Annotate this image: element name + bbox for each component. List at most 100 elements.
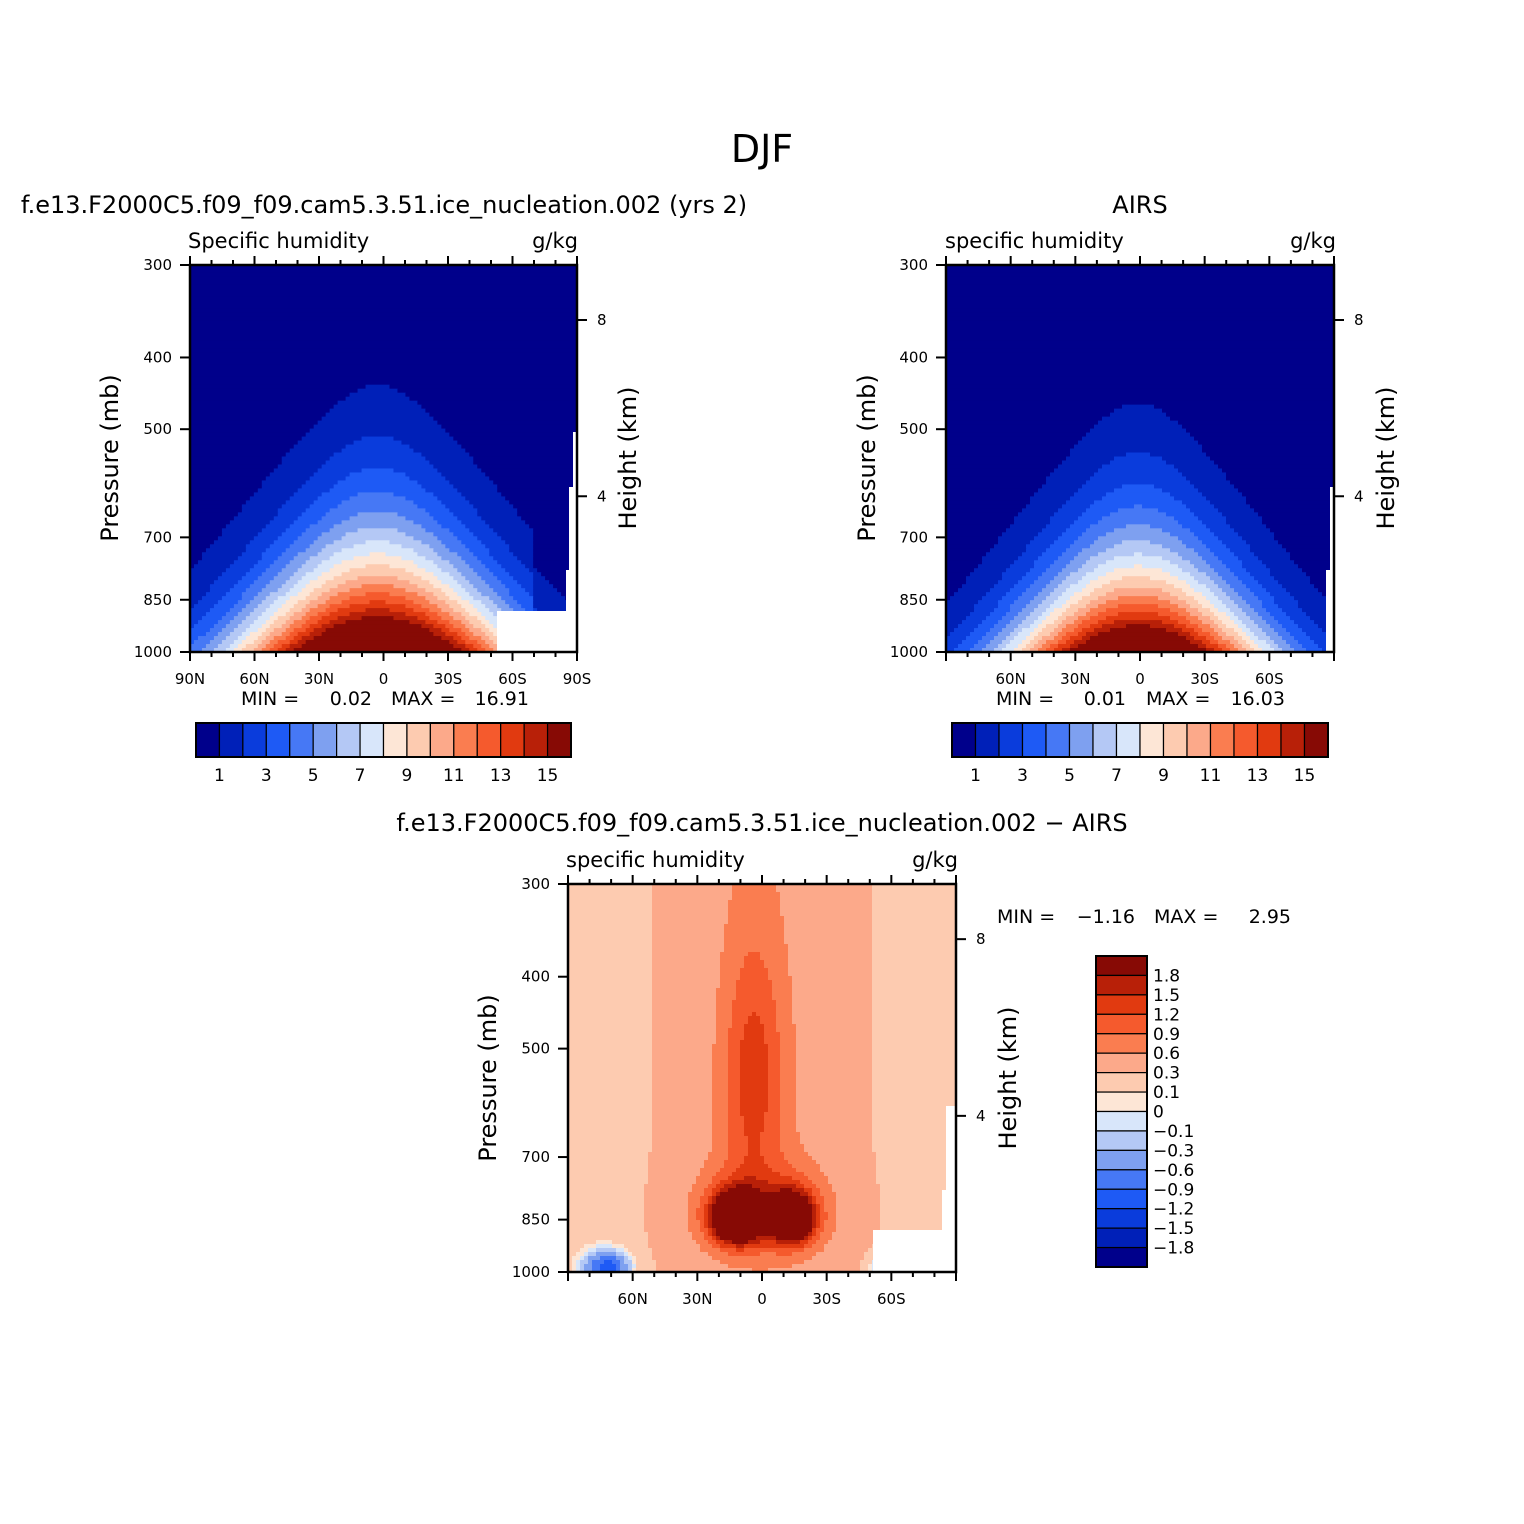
- contour-fill-cell: [1178, 520, 1203, 525]
- contour-fill-cell: [209, 608, 231, 613]
- contour-fill-cell: [313, 500, 343, 505]
- contour-fill-cell: [1222, 560, 1243, 565]
- contour-fill-cell: [720, 1180, 733, 1185]
- contour-fill-cell: [784, 932, 873, 937]
- contour-fill-cell: [453, 512, 478, 517]
- contour-fill-cell: [217, 536, 255, 541]
- contour-fill-cell: [732, 1180, 769, 1185]
- contour-fill-cell: [1194, 628, 1203, 633]
- contour-fill-cell: [728, 1132, 745, 1137]
- contour-fill-cell: [533, 600, 570, 605]
- contour-fill-cell: [1266, 608, 1283, 613]
- contour-fill-cell: [245, 544, 271, 549]
- contour-fill-cell: [946, 328, 1334, 334]
- contour-fill-cell: [772, 980, 793, 985]
- contour-fill-cell: [788, 952, 873, 957]
- colorbar-box: [1095, 1188, 1148, 1210]
- contour-fill-cell: [1198, 608, 1211, 613]
- contour-fill-cell: [1198, 600, 1211, 605]
- contour-fill-cell: [1274, 596, 1295, 601]
- contour-fill-cell: [405, 604, 422, 609]
- contour-fill-cell: [728, 1088, 741, 1093]
- contour-fill-cell: [529, 592, 534, 597]
- contour-fill-cell: [982, 636, 995, 641]
- contour-fill-cell: [648, 1168, 701, 1173]
- contour-fill-cell: [261, 480, 307, 486]
- contour-fill-cell: [190, 284, 577, 290]
- contour-fill-cell: [329, 456, 426, 462]
- contour-fill-cell: [740, 1048, 769, 1053]
- contour-fill-cell: [1202, 492, 1243, 497]
- contour-fill-cell: [780, 1036, 797, 1041]
- contour-fill-cell: [946, 348, 1334, 354]
- contour-fill-cell: [740, 1068, 769, 1073]
- contour-fill-cell: [289, 644, 303, 649]
- contour-fill-cell: [1030, 568, 1047, 573]
- contour-fill-cell: [872, 1104, 956, 1109]
- contour-fill-cell: [700, 1200, 709, 1205]
- contour-fill-cell: [1054, 512, 1083, 517]
- contour-fill-cell: [872, 1008, 956, 1013]
- contour-fill-cell: [1238, 616, 1251, 621]
- contour-fill-cell: [632, 1260, 637, 1265]
- contour-fill-cell: [489, 568, 506, 573]
- contour-fill-cell: [529, 524, 577, 529]
- contour-fill-cell: [724, 944, 789, 949]
- contour-fill-cell: [1290, 552, 1334, 557]
- contour-fill-cell: [1002, 640, 1011, 645]
- contour-fill-cell: [1050, 520, 1075, 525]
- y-tick-label: 300: [521, 875, 550, 893]
- contour-fill-cell: [393, 616, 419, 621]
- contour-fill-cell: [1274, 532, 1334, 537]
- contour-fill-cell: [872, 1148, 956, 1153]
- contour-fill-cell: [1014, 600, 1031, 605]
- contour-fill-cell: [501, 580, 518, 585]
- contour-fill-cell: [190, 480, 263, 486]
- contour-fill-cell: [764, 1024, 777, 1029]
- contour-fill-cell: [190, 564, 195, 569]
- contour-fill-cell: [1038, 632, 1051, 637]
- contour-fill-cell: [453, 532, 474, 537]
- contour-fill-cell: [1070, 644, 1079, 649]
- contour-fill-cell: [477, 508, 518, 513]
- contour-fill-cell: [385, 600, 415, 605]
- contour-fill-cell: [337, 592, 367, 597]
- contour-fill-cell: [325, 544, 355, 549]
- contour-fill-cell: [249, 568, 267, 573]
- contour-fill-cell: [946, 436, 1083, 442]
- panel-model: f.e13.F2000C5.f09_f09.cam5.3.51.ice_nucl…: [21, 191, 747, 786]
- contour-fill-cell: [221, 616, 235, 621]
- contour-fill-cell: [780, 1032, 797, 1037]
- contour-fill-cell: [872, 912, 956, 917]
- contour-fill-cell: [473, 624, 486, 629]
- contour-fill-cell: [297, 580, 311, 585]
- contour-fill-cell: [1142, 552, 1179, 557]
- contour-fill-cell: [946, 476, 1047, 482]
- contour-fill-cell: [728, 1092, 741, 1097]
- contour-fill-cell: [1002, 576, 1023, 581]
- contour-fill-cell: [1242, 644, 1251, 649]
- contour-fill-cell: [796, 1112, 873, 1117]
- contour-fill-cell: [998, 644, 1007, 649]
- contour-fill-cell: [353, 544, 403, 549]
- contour-fill-cell: [872, 948, 956, 953]
- contour-fill-cell: [465, 576, 482, 581]
- contour-fill-cell: [1314, 620, 1334, 625]
- contour-fill-cell: [221, 640, 235, 645]
- contour-fill-cell: [1026, 504, 1063, 509]
- contour-fill-cell: [764, 1040, 781, 1045]
- contour-fill-cell: [792, 1164, 821, 1169]
- contour-fill-cell: [489, 548, 510, 553]
- contour-fill-cell: [525, 608, 534, 613]
- contour-fill-cell: [1210, 608, 1219, 613]
- contour-fill-cell: [780, 1044, 797, 1049]
- contour-fill-cell: [636, 1260, 657, 1265]
- contour-fill-cell: [461, 612, 470, 617]
- contour-fill-cell: [724, 1184, 737, 1189]
- panel-obs-colorbar: 1 3 5 7 9 11 13 15: [951, 722, 1329, 786]
- contour-fill-cell: [297, 536, 319, 541]
- contour-fill-cell: [457, 440, 577, 446]
- contour-fill-cell: [872, 1120, 956, 1125]
- contour-fill-cell: [816, 1184, 833, 1189]
- contour-fill-cell: [1218, 556, 1239, 561]
